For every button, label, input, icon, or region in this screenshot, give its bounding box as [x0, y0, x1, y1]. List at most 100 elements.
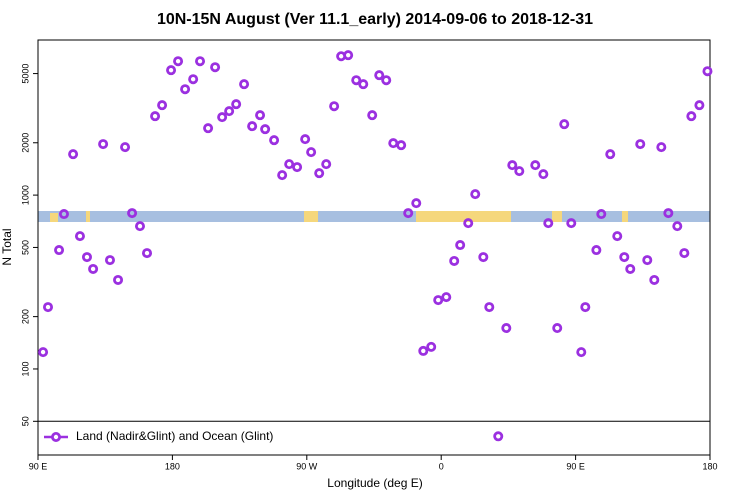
y-tick-label: 2000 [20, 133, 30, 153]
point [702, 66, 713, 77]
land-mask [38, 211, 710, 222]
point [530, 160, 541, 171]
ocean-band [38, 211, 710, 222]
point [81, 252, 92, 263]
point [426, 341, 437, 352]
point [88, 263, 99, 274]
point [104, 255, 115, 266]
land-patch [552, 211, 562, 222]
point [672, 221, 683, 232]
point [351, 75, 362, 86]
point [203, 123, 214, 134]
point [484, 302, 495, 313]
point [493, 431, 504, 442]
point [239, 79, 250, 90]
point [58, 209, 69, 220]
land-patch [50, 213, 58, 222]
point [367, 110, 378, 121]
point [142, 248, 153, 259]
point [612, 231, 623, 242]
point [231, 99, 242, 110]
land-patch [416, 211, 511, 222]
y-tick-label: 1000 [20, 185, 30, 205]
point [559, 119, 570, 130]
point [403, 208, 414, 219]
point [649, 274, 660, 285]
point [566, 218, 577, 229]
point [433, 295, 444, 306]
point [157, 100, 168, 111]
x-tick-label: 90 E [566, 461, 585, 471]
point [43, 302, 54, 313]
point [120, 142, 131, 153]
point [321, 159, 332, 170]
point [195, 56, 206, 67]
point [38, 347, 49, 358]
point [68, 149, 79, 160]
point [113, 274, 124, 285]
point [74, 231, 85, 242]
x-tick-label: 90 W [296, 461, 318, 471]
point [538, 169, 549, 180]
legend: Land (Nadir&Glint) and Ocean (Glint) [44, 429, 273, 443]
point [292, 162, 303, 173]
point [543, 218, 554, 229]
point [188, 74, 199, 85]
point [374, 70, 385, 81]
point [343, 50, 354, 61]
land-patch [622, 211, 628, 222]
y-tick-label: 100 [20, 361, 30, 376]
point [507, 160, 518, 171]
point [656, 142, 667, 153]
land-patch [304, 211, 318, 222]
point [625, 263, 636, 274]
point [642, 255, 653, 266]
point [210, 62, 221, 73]
point [224, 106, 235, 117]
point [269, 135, 280, 146]
point [635, 139, 646, 150]
point [418, 345, 429, 356]
x-tick-label: 0 [439, 461, 444, 471]
y-tick-label: 5000 [20, 64, 30, 84]
point [470, 189, 481, 200]
land-patch [86, 211, 90, 222]
point [591, 245, 602, 256]
point [329, 101, 340, 112]
x-axis-title: Longitude (deg E) [327, 476, 422, 490]
point [358, 79, 369, 90]
point [180, 84, 191, 95]
point [255, 110, 266, 121]
point [449, 255, 460, 266]
point [501, 323, 512, 334]
point [463, 218, 474, 229]
point [98, 139, 109, 150]
point [455, 240, 466, 251]
point [134, 221, 145, 232]
y-tick-label: 200 [20, 309, 30, 324]
y-tick-label: 50 [20, 416, 30, 426]
point [247, 121, 258, 132]
x-tick-label: 90 E [29, 461, 48, 471]
point [381, 75, 392, 86]
point [306, 147, 317, 158]
point [396, 140, 407, 151]
point [300, 134, 311, 145]
x-tick-label: 180 [702, 461, 717, 471]
x-tick-label: 180 [165, 461, 180, 471]
point [580, 302, 591, 313]
point [663, 208, 674, 219]
point [314, 168, 325, 179]
legend-marker [51, 431, 62, 442]
point [619, 252, 630, 263]
y-tick-label: 500 [20, 240, 30, 255]
point [514, 166, 525, 177]
point [260, 124, 271, 135]
point [478, 252, 489, 263]
point [679, 248, 690, 259]
point [576, 347, 587, 358]
point [173, 56, 184, 67]
point [441, 292, 452, 303]
